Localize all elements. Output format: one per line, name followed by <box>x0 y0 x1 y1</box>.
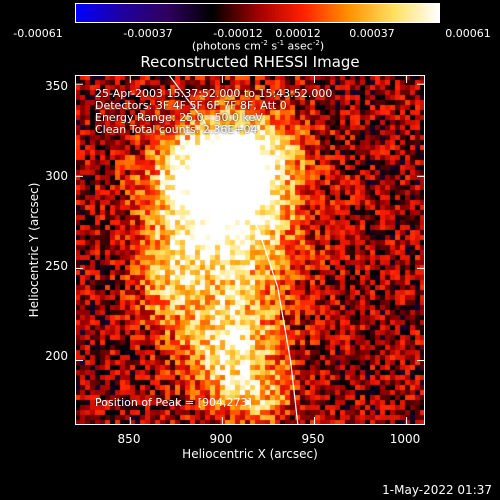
plot-overlay <box>75 75 425 425</box>
peak-position-label: Position of Peak = [904,273] <box>95 396 252 409</box>
chart-title: Reconstructed RHESSI Image <box>140 53 360 71</box>
colorbar-tick: -0.00061 <box>13 27 63 40</box>
y-tick-label: 250 <box>45 259 68 273</box>
x-tick-label: 950 <box>301 432 325 446</box>
x-tick-label: 850 <box>117 432 141 446</box>
heatmap-image <box>75 75 425 425</box>
info-total-counts: Clean Total counts: 2.36E+04 <box>95 123 258 136</box>
y-tick-label: 350 <box>45 79 68 93</box>
colorbar-unit-label: (photons cm-2 s-1 asec-2) <box>191 39 325 53</box>
x-tick-label: 900 <box>209 432 233 446</box>
y-tick-label: 300 <box>45 169 68 183</box>
info-detectors: Detectors: 3F 4F 5F 6F 7F 8F, Att 0 <box>95 99 287 112</box>
timestamp: 1-May-2022 01:37 <box>382 483 492 497</box>
colorbar-tick: -0.00012 <box>213 27 263 40</box>
colorbar-tick: 0.00012 <box>275 27 321 40</box>
axis-tick-marks <box>75 75 425 425</box>
x-tick-label: 1000 <box>389 432 421 446</box>
y-axis-label: Heliocentric Y (arcsec) <box>27 182 41 318</box>
solar-limb-curve <box>168 75 299 425</box>
colorbar-tick: 0.00037 <box>349 27 395 40</box>
colorbar-tick: -0.00037 <box>123 27 173 40</box>
colorbar-tick: 0.00061 <box>445 27 491 40</box>
info-time-range: 25-Apr-2003 15:37:52.000 to 15:43:52.000 <box>95 87 333 100</box>
y-tick-label: 200 <box>45 349 68 363</box>
colorbar <box>75 3 440 23</box>
plot-frame <box>75 75 425 425</box>
info-energy-range: Energy Range: 25.0 - 50.0 keV <box>95 111 263 124</box>
x-axis-label: Heliocentric X (arcsec) <box>182 447 318 461</box>
